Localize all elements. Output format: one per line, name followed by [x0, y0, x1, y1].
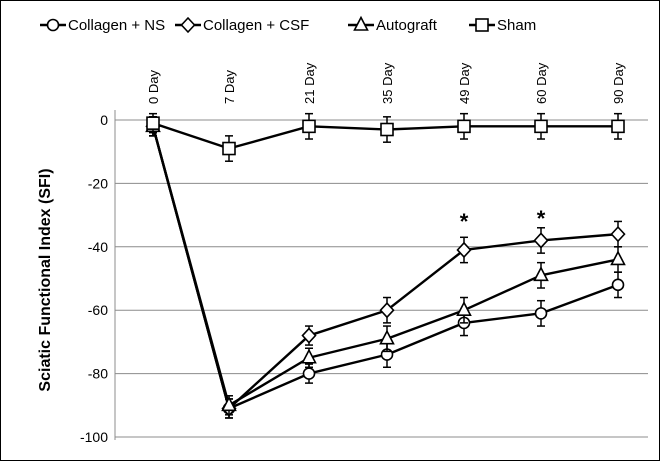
- y-tick-label: -60: [88, 302, 108, 318]
- x-tick-label: 60 Day: [534, 62, 549, 104]
- data-point: [146, 116, 160, 130]
- y-tick-label: -20: [88, 175, 108, 191]
- data-point: [456, 300, 472, 317]
- x-tick-labels: 0 Day 7 Day 21 Day 35 Day 49 Day 60 Day 90 Day: [146, 62, 626, 104]
- legend-marker: [353, 15, 369, 31]
- data-point: [380, 122, 394, 137]
- y-tick-label: -100: [80, 429, 108, 445]
- significance-marker: *: [460, 209, 469, 234]
- legend-label: Collagen + NS: [68, 17, 165, 34]
- x-tick-label: 7 Day: [222, 70, 237, 104]
- data-point: [456, 241, 472, 259]
- legend-label: Sham: [497, 17, 536, 34]
- data-point: [611, 278, 625, 292]
- x-tick-label: 21 Day: [302, 62, 317, 104]
- legend-item-sham: Sham: [469, 17, 536, 34]
- data-point: [222, 141, 236, 156]
- data-point: [379, 302, 395, 319]
- legend-label: Autograft: [376, 17, 438, 34]
- x-tick-label: 0 Day: [146, 70, 161, 104]
- y-tick-label: 0: [100, 112, 108, 128]
- data-point: [534, 307, 548, 320]
- x-tick-label: 49 Day: [457, 62, 472, 104]
- data-point: [611, 119, 625, 134]
- y-tick-labels: 0 -20 -40 -60 -80 -100: [80, 112, 108, 445]
- data-point: [302, 119, 316, 134]
- legend-label: Collagen + CSF: [203, 17, 309, 34]
- data-point: [301, 327, 317, 344]
- data-point: [457, 119, 471, 134]
- series-autograft: [145, 116, 626, 416]
- legend-item-collagen-csf: Collagen + CSF: [175, 16, 309, 34]
- series-sham: [146, 112, 625, 162]
- y-tick-label: -80: [88, 366, 108, 382]
- data-point: [610, 225, 626, 243]
- annotations: * *: [460, 206, 546, 234]
- data-point: [221, 396, 237, 412]
- legend-item-collagen-ns: Collagen + NS: [40, 17, 165, 34]
- data-point: [533, 266, 549, 282]
- data-point: [533, 232, 549, 249]
- x-tick-label: 35 Day: [380, 62, 395, 104]
- legend-marker: [46, 18, 60, 32]
- data-point: [379, 329, 395, 345]
- legend-marker: [475, 18, 489, 32]
- legend-item-autograft: Autograft: [348, 15, 438, 34]
- x-tick-label: 90 Day: [611, 62, 626, 104]
- legend: Collagen + NS Collagen + CSF Autograft Sham: [40, 15, 536, 34]
- y-axis-label: Sciatic Functional Index (SFI): [37, 168, 54, 391]
- data-point: [302, 367, 316, 380]
- data-point: [301, 348, 317, 364]
- y-tick-label: -40: [88, 239, 108, 255]
- data-point: [534, 119, 548, 134]
- legend-marker: [180, 16, 196, 34]
- data-point: [610, 250, 626, 266]
- significance-marker: *: [537, 206, 546, 231]
